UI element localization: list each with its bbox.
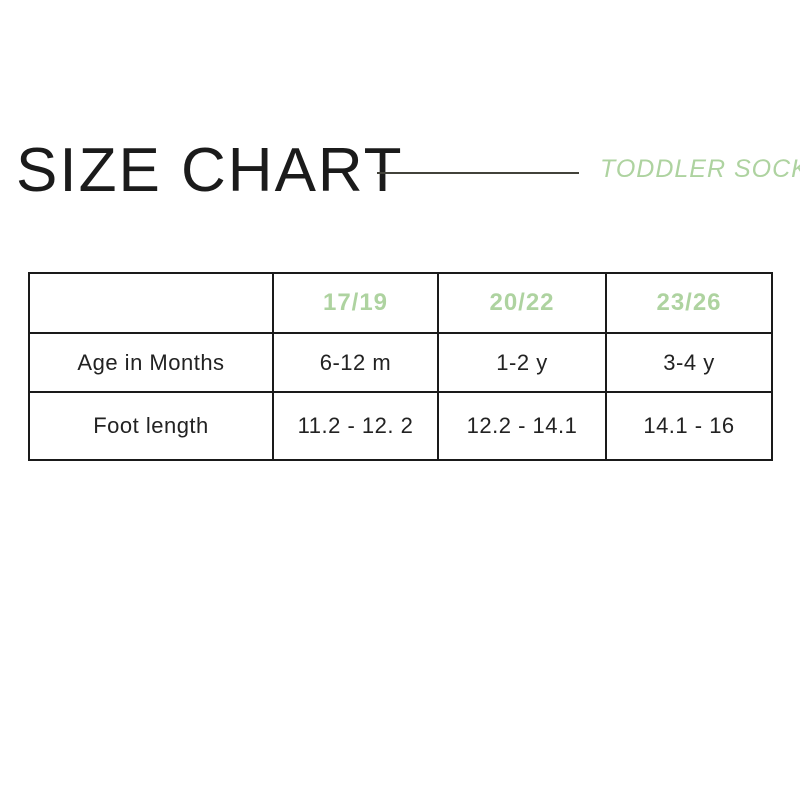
foot-length-value-cell: 14.1 - 16 — [605, 391, 773, 461]
table-row-age: Age in Months 6-12 m 1-2 y 3-4 y — [28, 332, 773, 393]
table-row-foot-length: Foot length 11.2 - 12. 2 12.2 - 14.1 14.… — [28, 391, 773, 461]
product-subtitle: TODDLER SOCKS — [600, 155, 800, 183]
page-title: SIZE CHART — [16, 136, 404, 205]
foot-length-value-cell: 11.2 - 12. 2 — [272, 391, 439, 461]
size-column-header-17-19: 17/19 — [272, 272, 439, 334]
size-column-header-20-22: 20/22 — [437, 272, 607, 334]
size-column-header-23-26: 23/26 — [605, 272, 773, 334]
size-table: 17/19 20/22 23/26 Age in Months 6-12 m 1… — [28, 272, 773, 461]
table-header-row: 17/19 20/22 23/26 — [28, 272, 773, 334]
title-divider-line — [377, 172, 579, 174]
age-value-cell: 6-12 m — [272, 332, 439, 393]
corner-cell — [28, 272, 274, 334]
foot-length-value-cell: 12.2 - 14.1 — [437, 391, 607, 461]
age-value-cell: 3-4 y — [605, 332, 773, 393]
row-label-age: Age in Months — [28, 332, 274, 393]
age-value-cell: 1-2 y — [437, 332, 607, 393]
row-label-foot-length: Foot length — [28, 391, 274, 461]
